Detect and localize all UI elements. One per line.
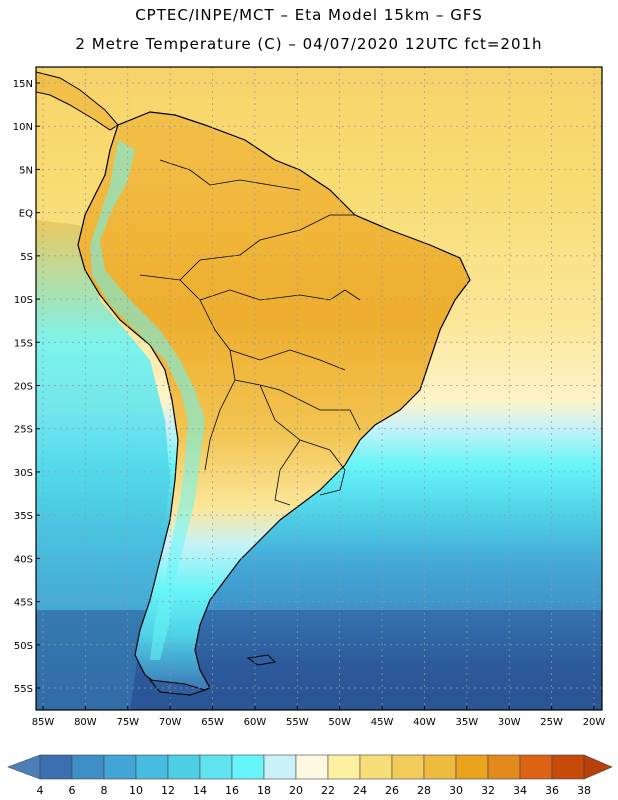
colorbar-swatch xyxy=(231,754,265,780)
colorbar-tick-label: 4 xyxy=(37,784,44,797)
longitude-tick-label: 50W xyxy=(328,717,351,728)
andes-ridge xyxy=(90,140,205,660)
tierra-del-fuego xyxy=(148,679,207,696)
colorbar-swatch xyxy=(167,754,201,780)
longitude-tick-label: 35W xyxy=(456,717,479,728)
longitude-tick-label: 65W xyxy=(201,717,224,728)
pacific-cool-band xyxy=(36,220,170,710)
colorbar-labels: 4 6 8 10 12 14 16 18 20 22 24 26 28 30 32 34 36 38 xyxy=(37,784,592,797)
colorbar xyxy=(7,754,613,780)
colorbar-tick-label: 8 xyxy=(101,784,108,797)
latitude-tick-label: EQ xyxy=(19,209,33,220)
colorbar-swatch xyxy=(519,754,553,780)
colorbar-swatch xyxy=(423,754,457,780)
colorbar-swatch xyxy=(103,754,137,780)
latitude-tick-label: 55S xyxy=(14,684,33,695)
map-title-line-2: 2 Metre Temperature (C) – 04/07/2020 12U… xyxy=(75,35,543,53)
graticule xyxy=(36,67,602,710)
latitude-tick-label: 25S xyxy=(14,425,33,436)
longitude-tick-label: 25W xyxy=(540,717,563,728)
latitude-tick-label: 35S xyxy=(14,511,33,522)
colorbar-swatch xyxy=(391,754,425,780)
colorbar-tick-label: 28 xyxy=(417,784,431,797)
colorbar-tick-label: 14 xyxy=(193,784,207,797)
longitude-tick-label: 85W xyxy=(32,717,55,728)
latitude-tick-label: 45S xyxy=(14,598,33,609)
colorbar-swatch xyxy=(263,754,297,780)
southern-cold-band xyxy=(36,610,602,710)
longitude-tick-label: 80W xyxy=(74,717,97,728)
longitude-tick-label: 60W xyxy=(244,717,267,728)
colorbar-tick-label: 12 xyxy=(161,784,175,797)
colorbar-tick-label: 18 xyxy=(257,784,271,797)
colorbar-swatch xyxy=(455,754,489,780)
colorbar-tick-label: 22 xyxy=(321,784,335,797)
colorbar-tick-label: 10 xyxy=(129,784,143,797)
colorbar-swatch xyxy=(295,754,329,780)
country-borders xyxy=(139,159,361,506)
latitude-tick-label: 5N xyxy=(19,165,33,176)
colorbar-swatch xyxy=(71,754,105,780)
colorbar-tick-label: 26 xyxy=(385,784,399,797)
latitude-tick-label: 15S xyxy=(14,338,33,349)
longitude-tick-label: 75W xyxy=(116,717,139,728)
latitude-tick-label: 10S xyxy=(14,295,33,306)
colorbar-swatch xyxy=(39,754,73,780)
longitude-tick-label: 20W xyxy=(583,717,606,728)
map-frame xyxy=(35,66,603,711)
colorbar-tick-label: 30 xyxy=(449,784,463,797)
colorbar-swatch xyxy=(327,754,361,780)
colorbar-swatch xyxy=(135,754,169,780)
colorbar-arrow-low xyxy=(7,754,41,780)
colorbar-tick-label: 16 xyxy=(225,784,239,797)
colorbar-swatch xyxy=(551,754,585,780)
latitude-tick-label: 20S xyxy=(14,382,33,393)
colorbar-tick-label: 38 xyxy=(577,784,591,797)
map-title-line-1: CPTEC/INPE/MCT – Eta Model 15km – GFS xyxy=(135,6,483,24)
colorbar-tick-label: 20 xyxy=(289,784,303,797)
colorbar-tick-label: 32 xyxy=(481,784,495,797)
latitude-tick-label: 30S xyxy=(14,468,33,479)
longitude-tick-label: 45W xyxy=(371,717,394,728)
latitude-tick-label: 5S xyxy=(20,252,33,263)
latitude-labels: 15N 10N 5N EQ 5S 10S 15S 20S 25S 30S 35S 40S 45S 50S 5… xyxy=(13,79,40,695)
latitude-tick-label: 40S xyxy=(14,554,33,565)
longitude-tick-label: 70W xyxy=(159,717,182,728)
colorbar-arrow-high xyxy=(583,754,613,780)
longitude-labels: 85W 80W 75W 70W 65W 60W 55W 50W 45W 40W 35W 30W 25W 2… xyxy=(32,706,606,728)
longitude-tick-label: 30W xyxy=(498,717,521,728)
latitude-tick-label: 50S xyxy=(14,641,33,652)
colorbar-swatch xyxy=(199,754,233,780)
latitude-tick-label: 10N xyxy=(13,122,33,133)
colorbar-tick-label: 34 xyxy=(513,784,527,797)
colorbar-swatch xyxy=(487,754,521,780)
colorbar-tick-label: 36 xyxy=(545,784,559,797)
latitude-tick-label: 15N xyxy=(13,79,33,90)
central-america xyxy=(35,71,119,131)
colorbar-swatch xyxy=(359,754,393,780)
colorbar-tick-label: 6 xyxy=(69,784,76,797)
longitude-tick-label: 55W xyxy=(286,717,309,728)
longitude-tick-label: 40W xyxy=(413,717,436,728)
colorbar-tick-label: 24 xyxy=(353,784,367,797)
